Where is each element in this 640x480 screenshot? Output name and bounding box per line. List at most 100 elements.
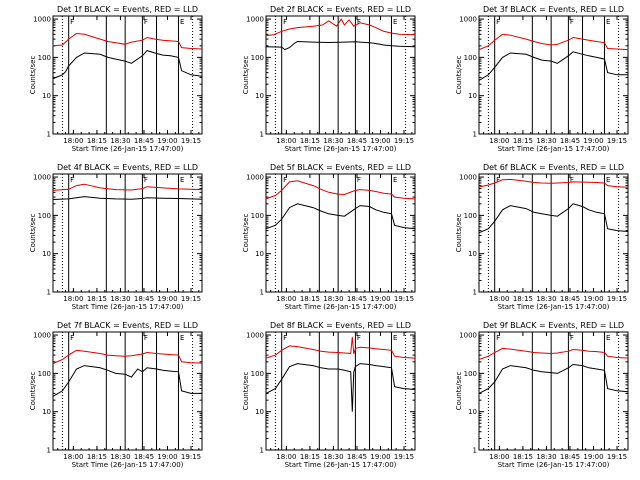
y-tick-label: 10 [42,408,51,416]
x-tick-label: 18:30 [536,453,556,461]
chart-panel-4: Det 4f BLACK = Events, RED = LLD 1 10 100 10… [29,163,203,311]
x-tick-label: 18:30 [110,295,130,303]
chart-panel-9: Det 9f BLACK = Events, RED = LLD 1 10 100 10… [455,321,629,469]
x-tick-label: 18:30 [323,295,343,303]
x-tick-label: 19:00 [370,453,390,461]
chart-title: Det 2f BLACK = Events, RED = LLD [270,5,411,14]
x-tick-label: 19:00 [370,137,390,145]
plot-frame [265,331,416,451]
series-line-events [478,203,629,234]
y-tick-label: 1000 [33,332,51,340]
chart-panel-7: Det 7f BLACK = Events, RED = LLD 1 10 100 10… [29,321,203,469]
x-tick-label: 18:00 [489,453,509,461]
series-line-lld [265,18,416,37]
y-tick-label: 10 [468,408,477,416]
x-tick-label: 18:30 [110,453,130,461]
x-tick-label: 18:30 [323,453,343,461]
y-tick-label: 1 [260,447,264,455]
x-tick-label: 18:45 [134,295,154,303]
chart-title: Det 4f BLACK = Events, RED = LLD [57,163,198,172]
x-axis-label: Start Time (26-Jan-15 17:47:00) [72,461,184,469]
marker-label: F [357,176,361,184]
x-tick-label: 19:15 [181,137,201,145]
plot-frame [265,173,416,293]
x-axis-label: Start Time (26-Jan-15 17:47:00) [498,461,610,469]
y-tick-label: 100 [38,370,51,378]
marker-label: F [144,334,148,342]
marker-label: E [393,176,397,184]
x-tick-label: 18:15 [87,453,107,461]
y-tick-label: 1 [47,447,51,455]
y-axis-label: Counts/sec [242,372,250,411]
x-tick-label: 18:15 [513,295,533,303]
y-axis-label: Counts/sec [455,372,463,411]
x-tick-label: 19:00 [583,137,603,145]
chart-panel-2: Det 2f BLACK = Events, RED = LLD 1 10 100 10… [242,5,416,153]
chart-title: Det 6f BLACK = Events, RED = LLD [483,163,624,172]
marker-label: E [393,18,397,26]
plot-frame [52,173,203,293]
x-tick-label: 18:15 [300,295,320,303]
marker-label: F [70,334,74,342]
y-tick-label: 1000 [459,16,477,24]
x-tick-label: 19:00 [157,137,177,145]
x-axis-label: Start Time (26-Jan-15 17:47:00) [72,303,184,311]
marker-label: F [70,176,74,184]
y-tick-label: 1000 [459,174,477,182]
y-tick-label: 100 [38,212,51,220]
y-tick-label: 10 [255,92,264,100]
plot-frame [52,15,203,135]
x-tick-label: 19:15 [607,453,627,461]
x-tick-label: 18:45 [347,295,367,303]
series-line-lld [52,183,203,191]
y-tick-label: 100 [464,54,477,62]
x-tick-label: 18:15 [87,295,107,303]
marker-label: E [606,176,610,184]
marker-label: F [357,334,361,342]
y-axis-label: Counts/sec [29,372,37,411]
x-tick-label: 19:15 [181,453,201,461]
x-tick-label: 18:45 [560,137,580,145]
series-line-lld [265,180,416,200]
y-axis-label: Counts/sec [242,214,250,253]
x-tick-label: 18:15 [87,137,107,145]
x-tick-label: 19:15 [394,453,414,461]
y-tick-label: 1000 [33,174,51,182]
x-tick-label: 19:15 [394,295,414,303]
y-tick-label: 1 [473,131,477,139]
y-axis-label: Counts/sec [455,56,463,95]
x-tick-label: 18:00 [276,137,296,145]
x-tick-label: 18:00 [63,453,83,461]
x-tick-label: 18:00 [489,295,509,303]
y-tick-label: 1 [260,131,264,139]
x-tick-label: 18:15 [513,137,533,145]
y-tick-label: 100 [251,212,264,220]
series-line-lld [52,349,203,365]
marker-label: F [496,334,500,342]
y-tick-label: 10 [42,92,51,100]
x-tick-label: 19:00 [370,295,390,303]
plot-frame [478,173,629,293]
marker-label: F [570,334,574,342]
x-tick-label: 18:45 [347,453,367,461]
x-tick-label: 18:30 [323,137,343,145]
marker-label: F [283,334,287,342]
y-tick-label: 100 [38,54,51,62]
marker-label: E [180,334,184,342]
marker-label: E [606,334,610,342]
x-tick-label: 18:15 [300,453,320,461]
series-line-lld [52,32,203,50]
y-tick-label: 1 [473,447,477,455]
x-tick-label: 18:30 [536,137,556,145]
marker-label: E [393,334,397,342]
y-tick-label: 1 [47,289,51,297]
marker-label: F [144,176,148,184]
series-line-events [478,51,628,81]
x-tick-label: 19:00 [157,453,177,461]
plot-frame [265,15,416,135]
plot-frame [478,15,629,135]
y-tick-label: 1000 [459,332,477,340]
marker-label: F [496,18,500,26]
x-tick-label: 19:15 [181,295,201,303]
x-tick-label: 18:00 [276,295,296,303]
